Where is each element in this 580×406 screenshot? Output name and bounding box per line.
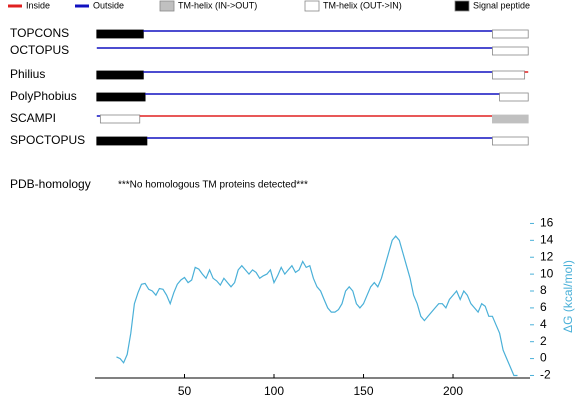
x-tick-label: 150 — [354, 384, 374, 398]
track-segment — [96, 136, 148, 146]
y-tick-label: 4 — [540, 317, 547, 331]
pdb-label: PDB-homology — [10, 177, 91, 191]
track-label: Philius — [10, 67, 45, 81]
track-segment — [96, 29, 144, 39]
legend-label: Outside — [93, 0, 124, 10]
y-tick-label: 6 — [540, 300, 547, 314]
y-tick-label: 12 — [540, 249, 554, 263]
pdb-text: ***No homologous TM proteins detected*** — [118, 180, 308, 191]
track-label: PolyPhobius — [10, 89, 77, 103]
legend-label: Signal peptide — [473, 0, 530, 10]
y-tick-label: 0 — [540, 351, 547, 365]
legend-label: TM-helix (OUT->IN) — [323, 0, 402, 10]
legend-label: Inside — [26, 0, 50, 10]
track-segment — [99, 114, 141, 124]
track-segment — [492, 46, 529, 56]
track-segment — [492, 114, 529, 124]
dg-line — [116, 235, 518, 377]
track-segment — [492, 70, 526, 80]
x-tick-label: 50 — [178, 384, 192, 398]
legend-swatch — [304, 0, 320, 12]
y-tick-label: -2 — [540, 368, 551, 382]
legend-swatch — [159, 0, 175, 12]
track-segment — [492, 29, 529, 39]
y-tick-label: 10 — [540, 266, 554, 280]
track-label: SPOCTOPUS — [10, 133, 85, 147]
track-segment — [492, 136, 529, 146]
y-tick-label: 14 — [540, 233, 554, 247]
legend-swatch — [454, 0, 470, 12]
track-label: SCAMPI — [10, 111, 56, 125]
track-segment — [96, 92, 146, 102]
y-tick-label: 16 — [540, 216, 554, 230]
y-tick-label: 8 — [540, 283, 547, 297]
y-tick-label: 2 — [540, 334, 547, 348]
legend-label: TM-helix (IN->OUT) — [178, 0, 257, 10]
y-axis-label: ΔG (kcal/mol) — [561, 260, 575, 333]
x-tick-label: 200 — [443, 384, 463, 398]
track-label: OCTOPUS — [10, 43, 69, 57]
x-tick-label: 100 — [264, 384, 284, 398]
track-segment — [499, 92, 529, 102]
track-label: TOPCONS — [10, 26, 69, 40]
track-segment — [96, 70, 144, 80]
